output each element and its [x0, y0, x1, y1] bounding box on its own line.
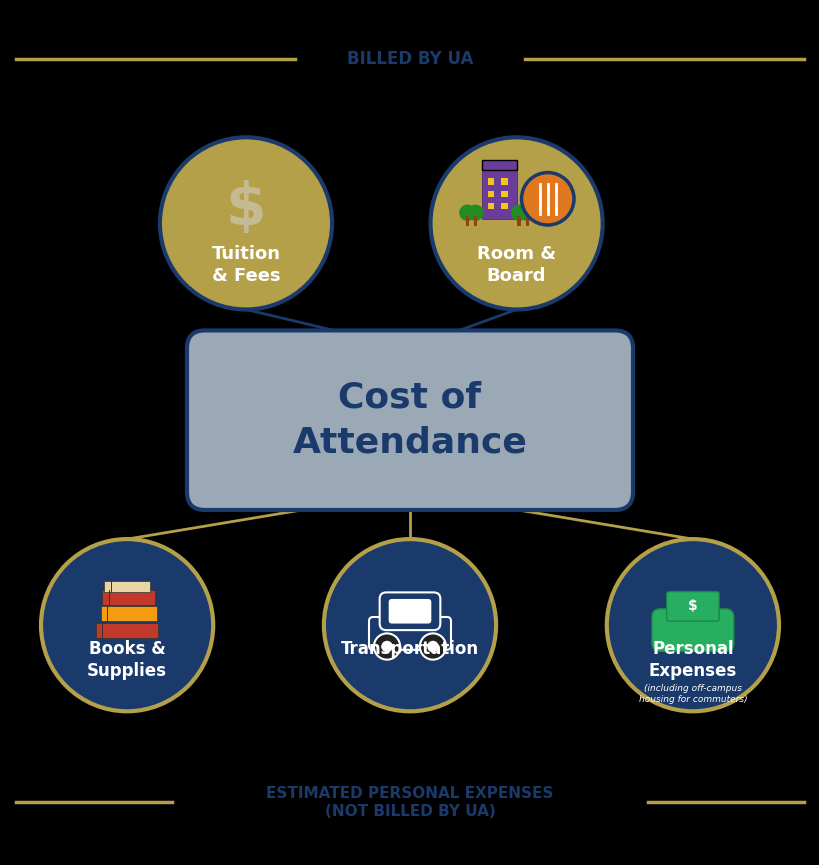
Bar: [517, 216, 520, 226]
Text: Personal
Expenses: Personal Expenses: [648, 640, 736, 681]
Bar: [104, 581, 150, 593]
Bar: [465, 216, 468, 226]
Text: Tuition
& Fees: Tuition & Fees: [211, 245, 280, 285]
Circle shape: [419, 633, 446, 660]
FancyBboxPatch shape: [369, 617, 450, 650]
Circle shape: [373, 633, 400, 660]
Text: BILLED BY UA: BILLED BY UA: [346, 50, 473, 68]
Bar: [500, 190, 507, 197]
Circle shape: [381, 641, 392, 652]
Circle shape: [518, 204, 535, 221]
Bar: [101, 606, 156, 621]
Text: Books &
Supplies: Books & Supplies: [87, 640, 167, 681]
Bar: [487, 190, 494, 197]
Text: ESTIMATED PERSONAL EXPENSES: ESTIMATED PERSONAL EXPENSES: [266, 785, 553, 801]
Bar: [500, 203, 507, 209]
FancyBboxPatch shape: [187, 330, 632, 510]
Circle shape: [41, 539, 213, 711]
Circle shape: [324, 539, 495, 711]
Bar: [102, 590, 155, 605]
Bar: [473, 216, 477, 226]
Circle shape: [510, 204, 527, 221]
Text: Cost of
Attendance: Cost of Attendance: [292, 381, 527, 459]
Text: Transportation: Transportation: [341, 640, 478, 658]
Bar: [96, 623, 158, 638]
FancyBboxPatch shape: [379, 593, 440, 630]
Text: (NOT BILLED BY UA): (NOT BILLED BY UA): [324, 804, 495, 819]
Circle shape: [467, 204, 483, 221]
Circle shape: [427, 641, 438, 652]
Circle shape: [430, 138, 602, 310]
Bar: [487, 178, 494, 185]
Bar: [487, 203, 494, 209]
FancyArrow shape: [482, 160, 516, 170]
Text: (including off-campus
housing for commuters): (including off-campus housing for commut…: [638, 683, 746, 704]
Text: $: $: [687, 599, 697, 612]
Circle shape: [606, 539, 778, 711]
Circle shape: [521, 172, 573, 225]
Text: $: $: [225, 180, 266, 237]
Circle shape: [459, 204, 475, 221]
FancyBboxPatch shape: [651, 609, 733, 651]
Bar: [525, 216, 528, 226]
Bar: [500, 178, 507, 185]
Circle shape: [160, 138, 332, 310]
Bar: [482, 170, 516, 220]
FancyBboxPatch shape: [666, 592, 718, 621]
Text: Room &
Board: Room & Board: [477, 245, 555, 285]
FancyBboxPatch shape: [388, 599, 431, 624]
